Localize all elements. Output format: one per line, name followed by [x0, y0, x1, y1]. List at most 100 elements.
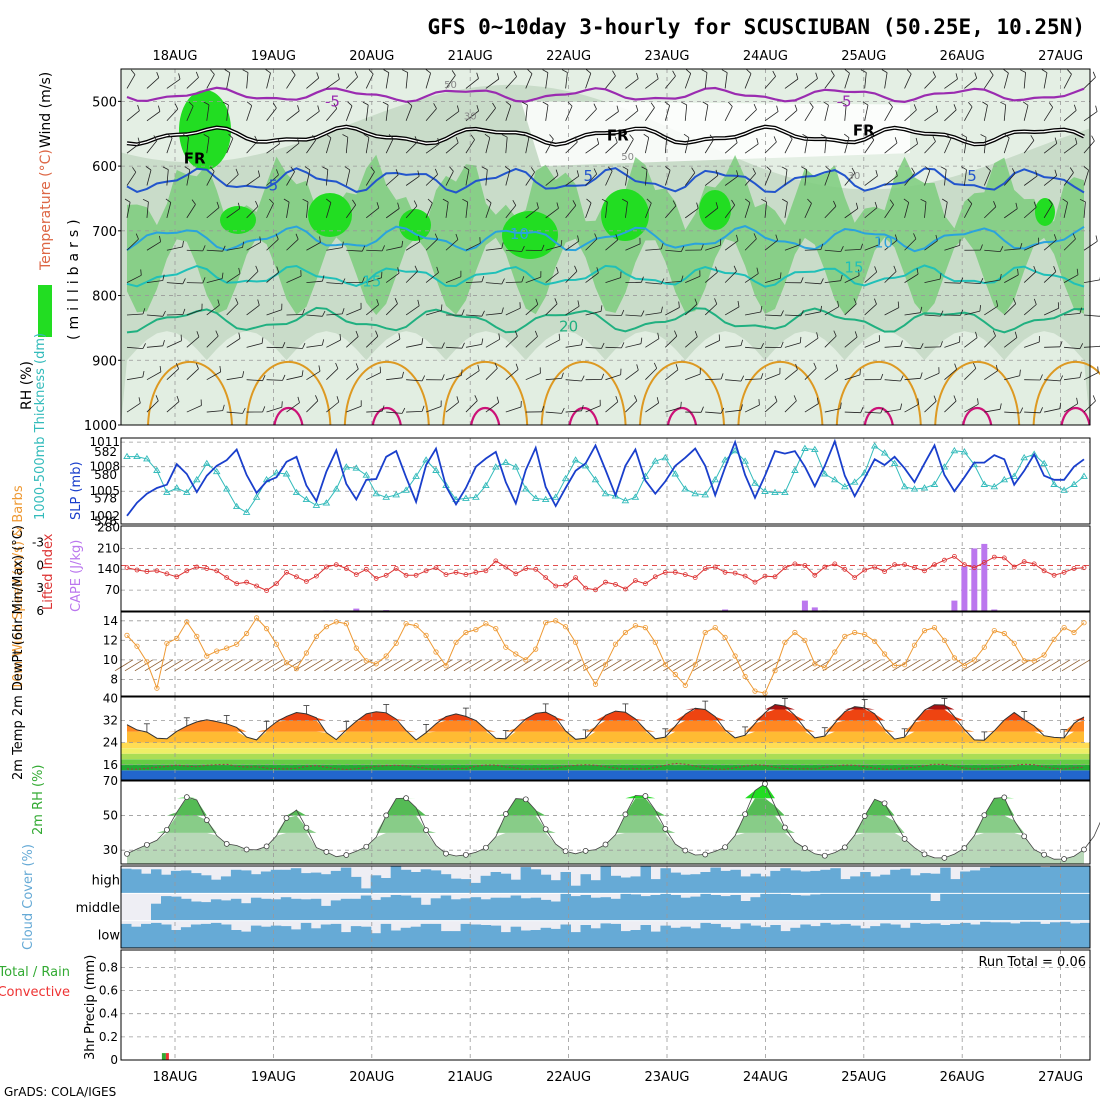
wind-barb [1023, 304, 1037, 316]
cloud-cell [700, 922, 711, 948]
wind-barb-flag [740, 375, 745, 382]
wind-barb-flag [932, 71, 936, 78]
wind-barb [944, 169, 947, 186]
wind10-barb [822, 659, 842, 672]
thickness-point [372, 489, 380, 497]
wind-barb-flag [336, 396, 340, 403]
contour-label: FR [184, 149, 206, 167]
wind10-point [752, 688, 758, 694]
cloud-cell [890, 893, 901, 921]
wind-barb [1044, 346, 1061, 348]
wind10-point [612, 641, 619, 647]
lifted-index-point [932, 562, 937, 568]
wind-barb-flag [254, 135, 258, 142]
cloud-cell [780, 893, 791, 921]
wind-barb-flag [441, 374, 445, 381]
wind-barb-flag [494, 362, 498, 369]
wind-barb-flag [843, 133, 850, 139]
cloud-cell [990, 893, 1001, 921]
wind-barb-flag [612, 70, 616, 77]
wind10-barb [1031, 659, 1051, 672]
cloud-cell [750, 897, 761, 921]
wind10-barb [633, 659, 652, 672]
wind10-point [642, 624, 649, 631]
wind-barb [1063, 110, 1077, 122]
wind-barb [405, 105, 413, 121]
wind-barb [565, 175, 579, 186]
wind-barb [1063, 172, 1074, 186]
wind-barb [844, 172, 856, 186]
precip-tick: 0.2 [99, 1030, 118, 1044]
wind10-point [353, 645, 359, 651]
top-date-label: 26AUG [940, 49, 985, 64]
wind10-barb [503, 659, 523, 672]
cloud-cell [820, 893, 831, 921]
wind-barb [605, 111, 619, 122]
rh2m-point [1081, 846, 1087, 853]
wind-barb-flag [656, 72, 659, 79]
cloud-cell [200, 902, 212, 921]
wind-barb [684, 336, 698, 348]
wind-barb-flag [660, 278, 665, 285]
wind10-barb [553, 659, 572, 672]
cape-bar [353, 608, 360, 611]
wind-barb [944, 78, 958, 89]
wind-barb-flag [629, 134, 634, 140]
wind-barb [425, 202, 433, 219]
cloud-cell [470, 882, 482, 894]
wind10-barb [214, 659, 233, 672]
wind-barb-flag [1003, 69, 1009, 74]
rh2m-point [502, 811, 509, 817]
wind10-barb [922, 659, 941, 672]
wind10-barb [314, 659, 333, 672]
wind10-point [961, 663, 968, 669]
wind-barb-flag [159, 365, 162, 372]
wind-barb [1043, 175, 1057, 186]
wind-barb [1083, 314, 1100, 317]
wind-barb-flag [920, 306, 923, 313]
wind-barb-flag [521, 101, 528, 106]
wind-barb [964, 77, 977, 89]
wind10-point [881, 651, 888, 657]
wind-barb-flag [680, 275, 684, 282]
wind-barb [884, 106, 893, 121]
wind-barb-flag [370, 166, 375, 173]
wind10-barb [124, 659, 144, 672]
wind-barb [924, 111, 938, 122]
cloud-cell [380, 923, 392, 948]
wind-barb-flag [615, 234, 619, 241]
wind10-barb [653, 659, 672, 672]
cloud-cell [1010, 923, 1021, 948]
top-date-label: 24AUG [743, 49, 788, 64]
wind10-point [263, 625, 270, 632]
lifted-index-point [782, 565, 788, 571]
wind-barb-flag [816, 397, 819, 404]
wind-barb [1023, 271, 1037, 283]
wind10-point [692, 662, 698, 668]
lifted-index-point [144, 569, 150, 574]
cloud-cell [1030, 921, 1041, 948]
cloud-cell [800, 871, 811, 894]
contour-label: 15 [362, 272, 381, 290]
wind-barb [984, 305, 998, 316]
contour-20 [126, 306, 1084, 334]
wind10-point [822, 665, 828, 671]
wind-barb-flag [975, 331, 978, 338]
wind-barb-flag [451, 70, 456, 76]
lifted-index-point [742, 573, 748, 579]
wind-barb-flag [596, 138, 600, 145]
wind-barb-flag [283, 198, 290, 203]
cloud-cell [770, 870, 781, 894]
wind-barb-flag [222, 404, 225, 411]
precip-conv-bar [165, 1053, 169, 1060]
temp-fill-layer [127, 731, 1084, 743]
wind-barb-flag [932, 135, 936, 142]
wind-barb [485, 78, 500, 89]
cloud-cell [820, 922, 831, 948]
cloud-cell [510, 879, 522, 894]
cloud-cell [210, 899, 222, 921]
thickness-point [282, 470, 291, 477]
wind-barb-flag [744, 198, 751, 203]
rh2m-point [124, 850, 130, 857]
wind-barb [226, 376, 243, 381]
